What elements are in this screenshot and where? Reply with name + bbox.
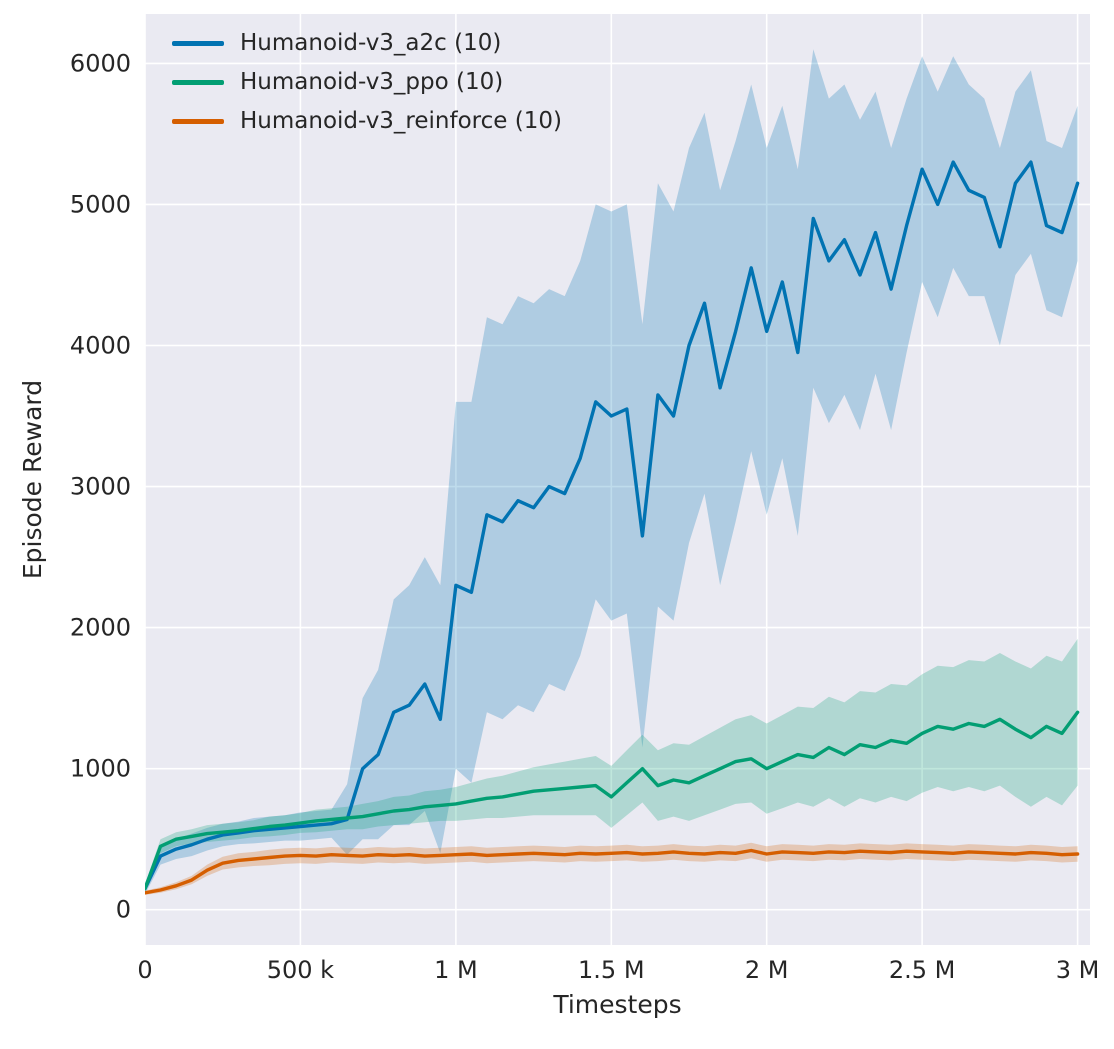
y-axis-label: Episode Reward	[18, 379, 47, 580]
svg-text:1 M: 1 M	[434, 956, 478, 984]
legend-item-2: Humanoid-v3_reinforce (10)	[172, 108, 562, 134]
legend-label: Humanoid-v3_reinforce (10)	[240, 108, 562, 134]
svg-text:5000: 5000	[70, 190, 131, 218]
svg-text:4000: 4000	[70, 332, 131, 360]
legend-label: Humanoid-v3_a2c (10)	[240, 30, 502, 56]
svg-text:1.5 M: 1.5 M	[578, 956, 645, 984]
svg-text:0: 0	[137, 956, 152, 984]
legend-item-0: Humanoid-v3_a2c (10)	[172, 30, 562, 56]
line-series-1	[145, 710, 1080, 891]
svg-text:1000: 1000	[70, 755, 131, 783]
svg-text:2 M: 2 M	[745, 956, 789, 984]
band-series-0	[145, 49, 1078, 895]
legend: Humanoid-v3_a2c (10) Humanoid-v3_ppo (10)…	[172, 30, 562, 134]
y-tick-labels: 0 1000 2000 3000 4000 5000 6000	[70, 49, 131, 923]
band-series-1	[145, 638, 1078, 893]
line-series-2	[145, 848, 1080, 895]
legend-line-swatch	[172, 40, 224, 46]
x-axis-label: Timesteps	[553, 990, 682, 1019]
legend-line-swatch	[172, 79, 224, 85]
svg-text:2000: 2000	[70, 614, 131, 642]
gridlines	[144, 14, 1090, 945]
legend-label: Humanoid-v3_ppo (10)	[240, 69, 504, 95]
x-tick-labels: 0 500 k 1 M 1.5 M 2 M 2.5 M 3 M	[137, 956, 1099, 984]
svg-text:500 k: 500 k	[267, 956, 334, 984]
line-series-0	[145, 160, 1080, 891]
svg-text:3000: 3000	[70, 473, 131, 501]
svg-text:0: 0	[116, 896, 131, 924]
svg-text:6000: 6000	[70, 49, 131, 77]
svg-text:3 M: 3 M	[1056, 956, 1100, 984]
legend-item-1: Humanoid-v3_ppo (10)	[172, 69, 562, 95]
legend-line-swatch	[172, 118, 224, 124]
svg-text:2.5 M: 2.5 M	[889, 956, 956, 984]
